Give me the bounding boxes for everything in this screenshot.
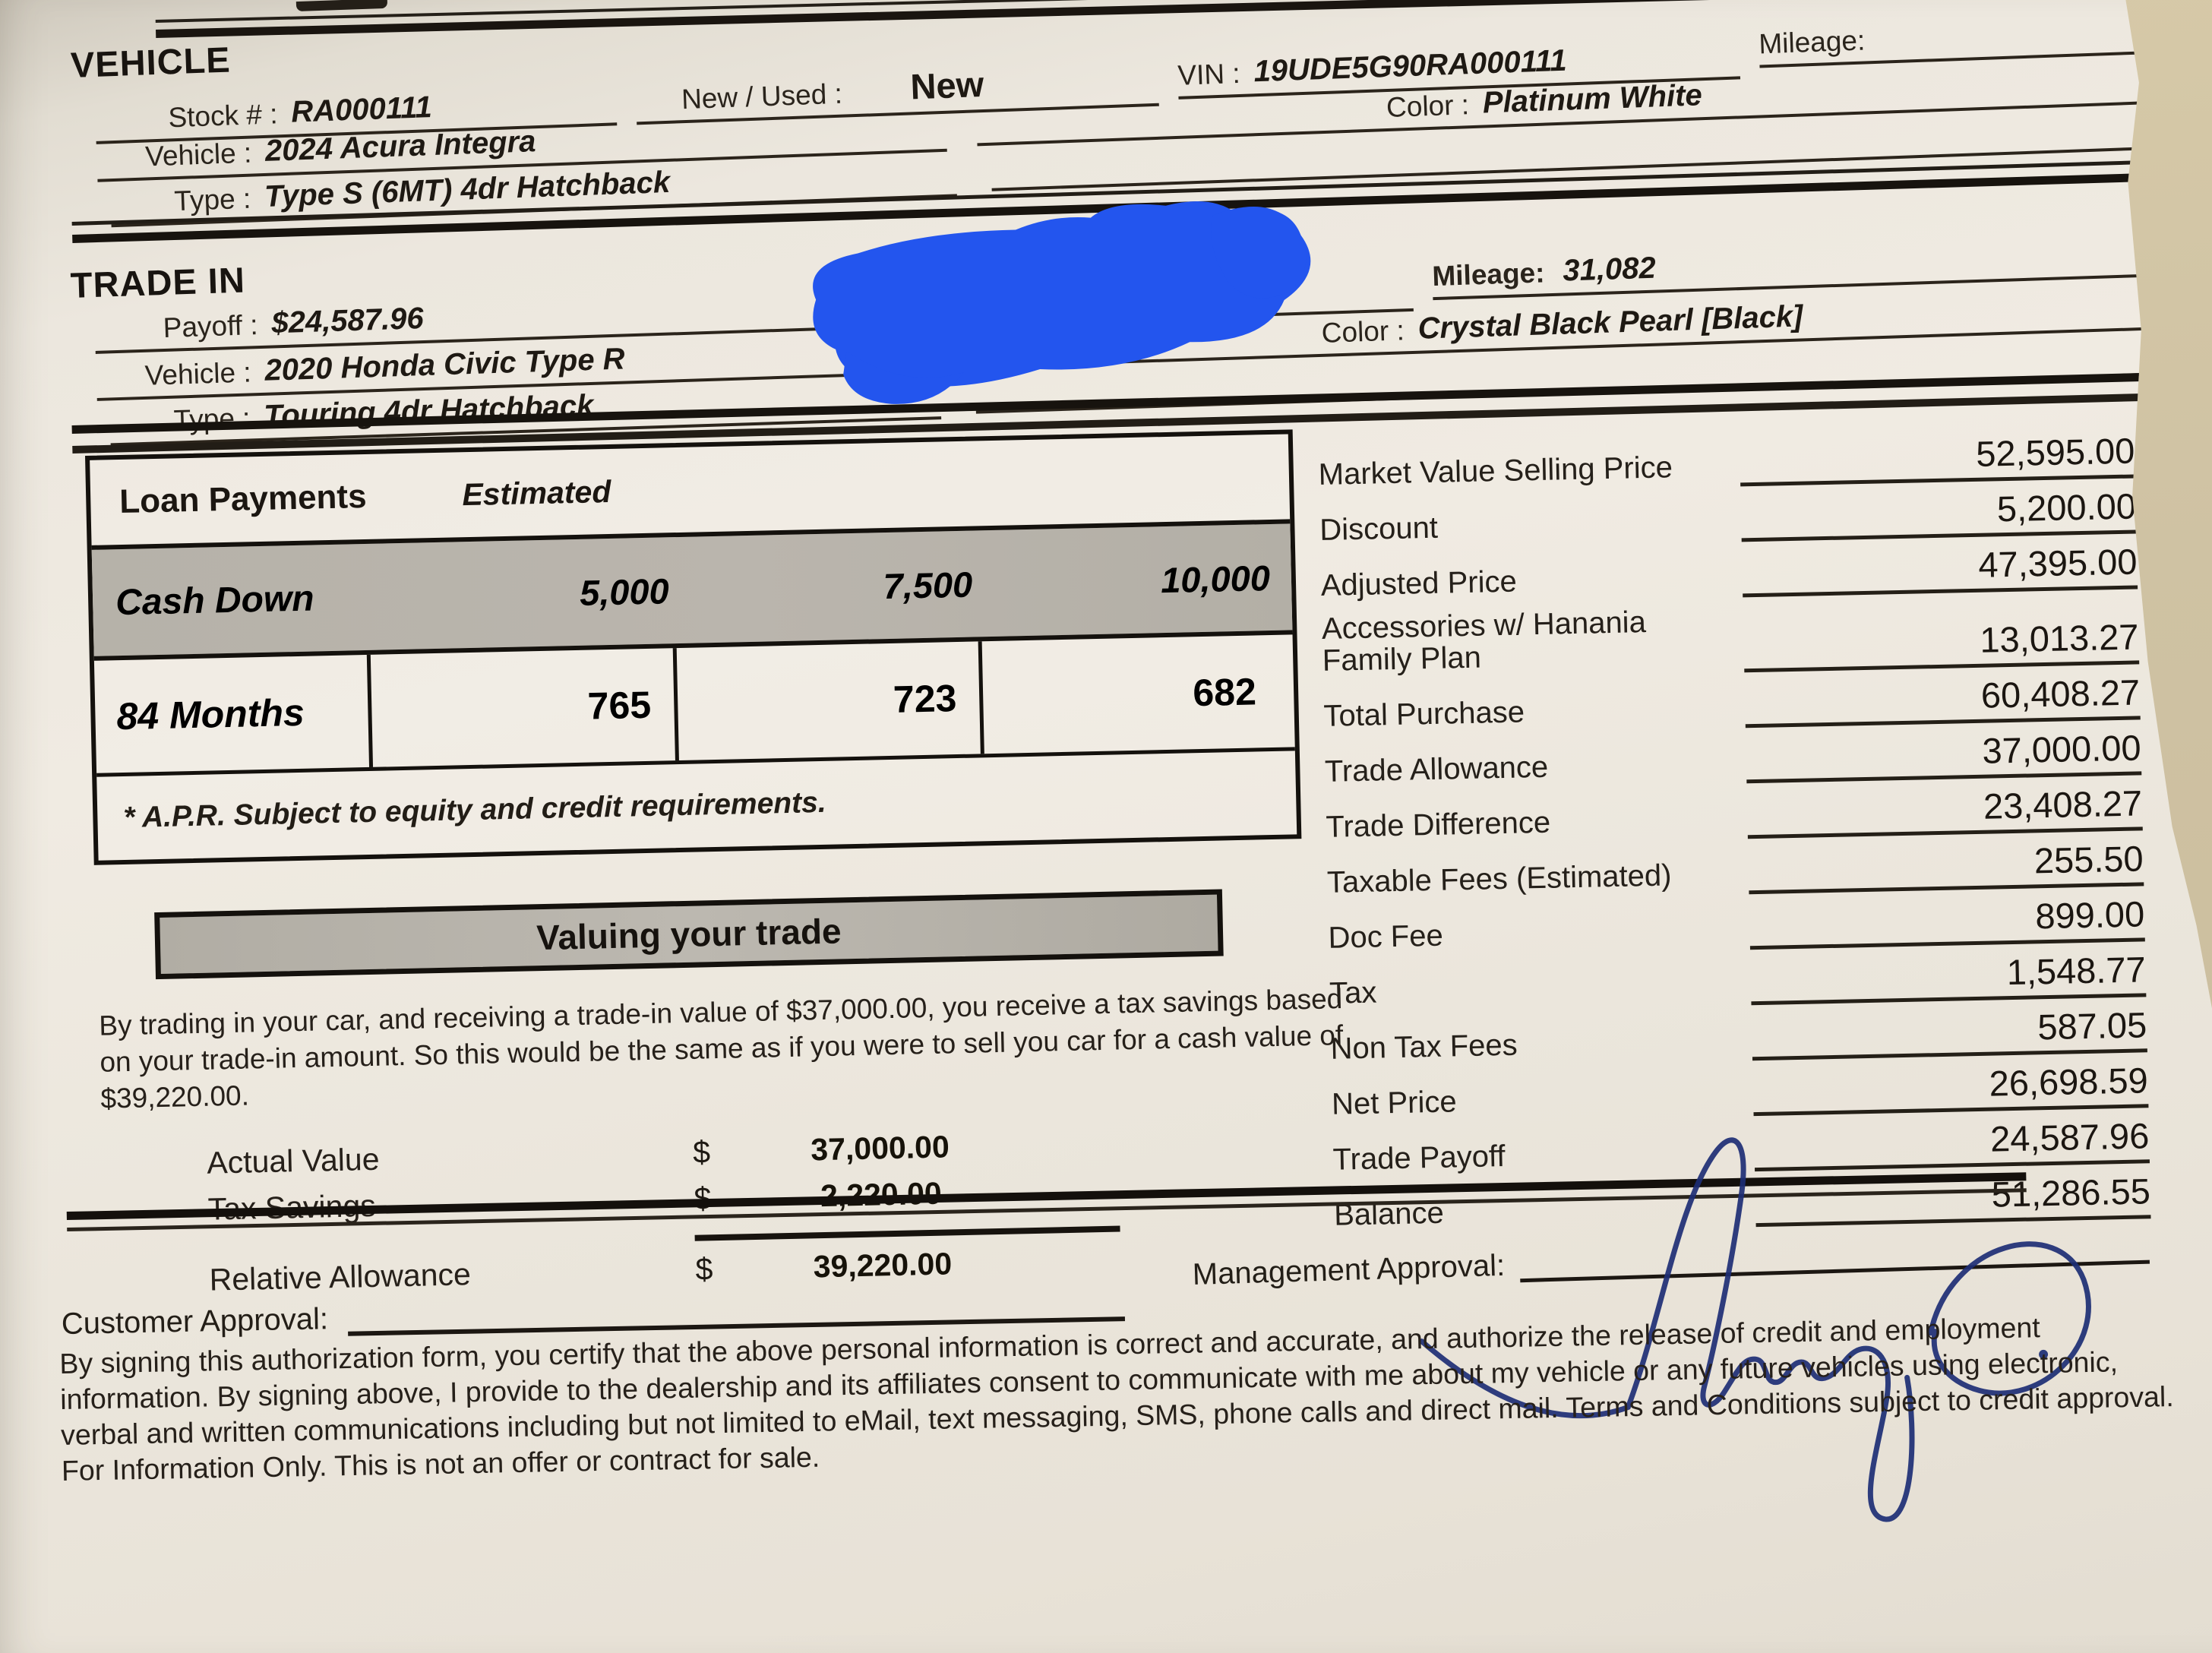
summary-label: Doc Fee xyxy=(1328,918,1444,955)
cash-down-value-3: 10,000 xyxy=(1160,557,1271,600)
summary-value: 37,000.00 xyxy=(1746,726,2142,784)
summary-row-trade-payoff: Trade Payoff 24,587.96 xyxy=(1332,1114,2150,1180)
summary-row-adjusted-price: Adjusted Price 47,395.00 xyxy=(1320,540,2138,605)
summary-value: 587.05 xyxy=(1751,1003,2147,1061)
summary-label: Tax xyxy=(1329,975,1377,1010)
summary-value: 1,548.77 xyxy=(1750,948,2147,1006)
vin-redaction-scribble xyxy=(813,201,1311,404)
currency-sign: $ xyxy=(695,1251,713,1288)
new-used-value: New xyxy=(909,64,985,107)
summary-label: Accessories w/ Hanania Family Plan xyxy=(1321,605,1647,678)
vehicle-color-label: Color : xyxy=(1386,89,1470,124)
management-approval-signature-line xyxy=(1519,1229,2150,1283)
summary-label: Trade Allowance xyxy=(1324,750,1549,789)
valuing-your-trade-title: Valuing your trade xyxy=(536,911,842,958)
relative-allowance-row: Relative Allowance $ 39,220.00 xyxy=(209,1214,1311,1298)
summary-value: 47,395.00 xyxy=(1741,540,2138,598)
summary-value: 60,408.27 xyxy=(1744,671,2141,729)
summary-value: 23,408.27 xyxy=(1746,782,2143,839)
summary-label: Taxable Fees (Estimated) xyxy=(1326,858,1672,899)
cash-down-value-2: 7,500 xyxy=(883,564,973,606)
stock-number-label: Stock # : xyxy=(167,98,279,134)
summary-value: 5,200.00 xyxy=(1740,485,2137,542)
summary-row-discount: Discount 5,200.00 xyxy=(1319,485,2137,550)
trade-mileage-label: Mileage: xyxy=(1431,257,1546,292)
trade-mileage-value: 31,082 xyxy=(1562,251,1657,288)
summary-row-doc-fee: Doc Fee 899.00 xyxy=(1328,893,2145,958)
vehicle-color-value: Platinum White xyxy=(1482,78,1703,120)
price-summary-column: Market Value Selling Price 52,595.00 Dis… xyxy=(1318,429,2151,1242)
valuing-your-trade-header: Valuing your trade xyxy=(154,889,1224,980)
summary-value: 52,595.00 xyxy=(1739,429,2136,487)
summary-row-tax: Tax 1,548.77 xyxy=(1329,948,2147,1013)
summary-row-net-price: Net Price 26,698.59 xyxy=(1331,1059,2149,1124)
relative-allowance-amount: 39,220.00 xyxy=(813,1246,953,1285)
customer-approval-label: Customer Approval: xyxy=(61,1302,329,1341)
summary-label: Discount xyxy=(1319,510,1439,547)
summary-label: Market Value Selling Price xyxy=(1318,450,1673,491)
summary-label: Trade Payoff xyxy=(1332,1139,1506,1177)
relative-allowance-label: Relative Allowance xyxy=(209,1256,472,1297)
payment-value-3: 682 xyxy=(1192,670,1257,715)
estimated-label: Estimated xyxy=(461,473,611,512)
summary-label: Net Price xyxy=(1331,1085,1458,1121)
actual-value-label: Actual Value xyxy=(206,1142,380,1180)
vehicle-vin-label: VIN : xyxy=(1177,57,1241,91)
cropped-text-fragment xyxy=(295,0,388,12)
vehicle-mileage-value xyxy=(1879,45,2191,56)
new-used-label: New / Used : xyxy=(681,77,843,115)
summary-row-trade-difference: Trade Difference 23,408.27 xyxy=(1326,782,2143,847)
stock-number-value: RA000111 xyxy=(290,90,433,129)
payment-value-1: 765 xyxy=(587,683,652,728)
loan-payments-title: Loan Payments xyxy=(118,477,368,521)
summary-value: 899.00 xyxy=(1749,893,2145,950)
actual-value-amount: 37,000.00 xyxy=(810,1129,950,1168)
cash-down-value-1: 5,000 xyxy=(579,570,670,613)
summary-row-non-tax-fees: Non Tax Fees 587.05 xyxy=(1330,1003,2147,1069)
cash-down-label: Cash Down xyxy=(115,577,315,623)
summary-value: 13,013.27 xyxy=(1743,615,2140,673)
trade-in-section: TRADE IN Payoff : $24,587.96 VIN : Milea… xyxy=(70,196,2203,496)
summary-label: Adjusted Price xyxy=(1320,564,1518,602)
summary-value: 255.50 xyxy=(1748,837,2144,895)
summary-row-taxable-fees: Taxable Fees (Estimated) 255.50 xyxy=(1326,837,2144,902)
summary-row-total-purchase: Total Purchase 60,408.27 xyxy=(1323,671,2141,736)
payment-value-2: 723 xyxy=(893,677,957,721)
summary-value: 24,587.96 xyxy=(1753,1114,2150,1172)
valuing-trade-paragraph: By trading in your car, and receiving a … xyxy=(98,983,1344,1114)
vehicle-type-label: Type : xyxy=(173,182,251,217)
summary-label: Non Tax Fees xyxy=(1330,1028,1518,1066)
payoff-label: Payoff : xyxy=(163,309,259,344)
vehicle-model-label: Vehicle : xyxy=(144,137,252,172)
loan-and-valuation-column: Loan Payments Estimated Cash Down 5,000 … xyxy=(85,429,1344,1301)
payoff-value: $24,587.96 xyxy=(270,302,425,340)
summary-value: 26,698.59 xyxy=(1752,1059,2149,1117)
vehicle-mileage-label: Mileage: xyxy=(1758,24,1866,60)
summary-row-accessories: Accessories w/ Hanania Family Plan 13,01… xyxy=(1322,596,2140,681)
trade-model-label: Vehicle : xyxy=(144,356,252,391)
summary-row-trade-allowance: Trade Allowance 37,000.00 xyxy=(1324,726,2142,792)
term-label: 84 Months xyxy=(115,691,305,738)
loan-payments-table: Loan Payments Estimated Cash Down 5,000 … xyxy=(85,429,1302,865)
currency-sign: $ xyxy=(692,1134,711,1171)
summary-label: Total Purchase xyxy=(1322,695,1525,733)
summary-label: Trade Difference xyxy=(1326,805,1551,844)
